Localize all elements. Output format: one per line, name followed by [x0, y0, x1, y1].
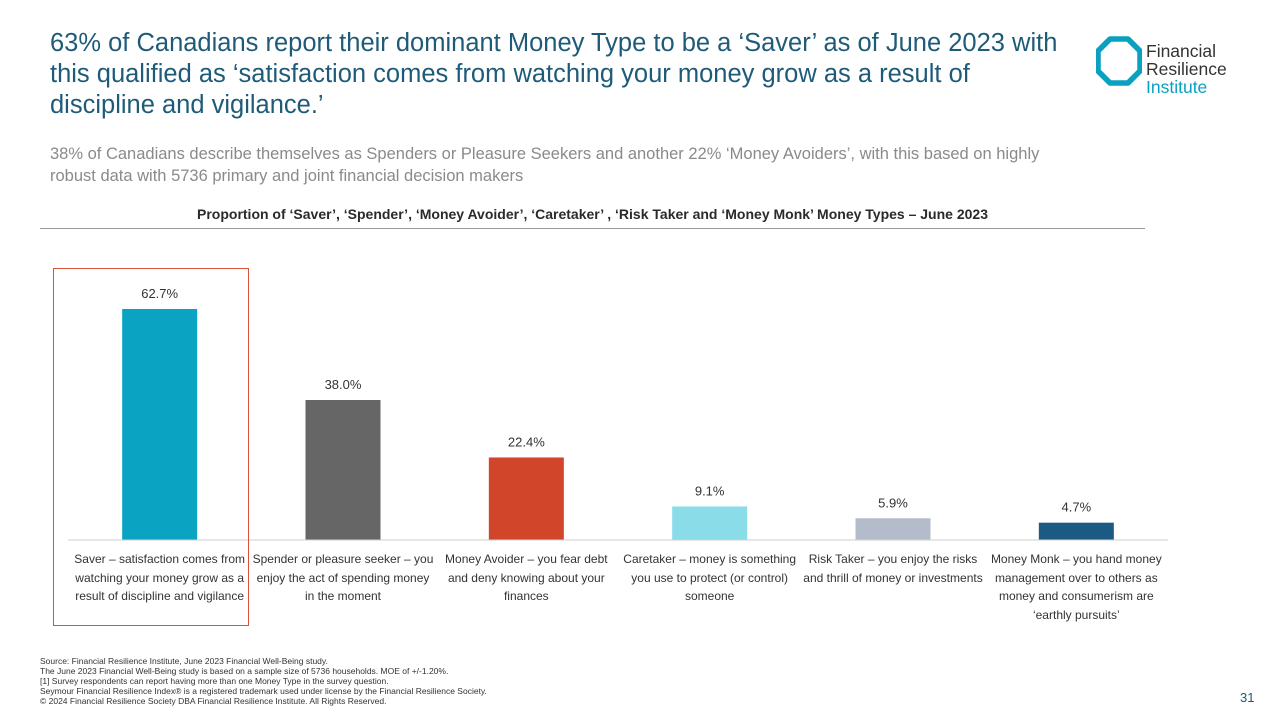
octagon-ring-icon	[1096, 36, 1142, 86]
page-number: 31	[1240, 690, 1255, 705]
bar-money-avoider	[488, 457, 564, 540]
chart-title-rule	[40, 228, 1145, 229]
institute-logo: Financial Resilience Institute	[1096, 34, 1246, 100]
footnotes: Source: Financial Resilience Institute, …	[40, 656, 740, 706]
category-label-saver: Saver – satisfaction comes from watching…	[74, 552, 246, 603]
category-label-risk-taker: Risk Taker – you enjoy the risks and thr…	[803, 552, 983, 585]
value-label-risk-taker: 5.9%	[878, 495, 908, 510]
footnote-copyright: © 2024 Financial Resilience Society DBA …	[40, 696, 387, 706]
value-label-money-avoider: 22.4%	[508, 434, 545, 449]
bar-caretaker	[672, 506, 748, 540]
category-label-money-monk: Money Monk – you hand money management o…	[990, 552, 1162, 622]
slide-subtitle: 38% of Canadians describe themselves as …	[50, 145, 1040, 185]
logo-line-2: Resilience	[1146, 59, 1227, 79]
category-labels: Saver – satisfaction comes from watching…	[68, 550, 1168, 650]
value-label-caretaker: 9.1%	[695, 483, 725, 498]
slide-title: 63% of Canadians report their dominant M…	[50, 29, 1058, 119]
value-label-spender-or-pleasure-seeker: 38.0%	[325, 377, 362, 392]
category-label-spender-or-pleasure-seeker: Spender or pleasure seeker – you enjoy t…	[252, 552, 434, 603]
chart-title: Proportion of ‘Saver’, ‘Spender’, ‘Money…	[197, 206, 988, 222]
saver-highlight-box	[53, 268, 249, 626]
footnote-sample: The June 2023 Financial Well-Being study…	[40, 666, 449, 676]
logo-line-1: Financial	[1146, 41, 1217, 61]
category-label-caretaker: Caretaker – money is something you use t…	[623, 552, 797, 603]
footnote-source: Source: Financial Resilience Institute, …	[40, 656, 328, 666]
value-label-saver: 62.7%	[141, 286, 178, 301]
footnote-trademark: Seymour Financial Resilience Index® is a…	[40, 686, 487, 696]
category-label-money-avoider: Money Avoider – you fear debt and deny k…	[445, 552, 608, 603]
bar-saver	[122, 309, 198, 540]
bar-money-monk	[1038, 522, 1114, 540]
bar-spender-or-pleasure-seeker	[305, 400, 381, 540]
footnote-1: [1] Survey respondents can report having…	[40, 676, 389, 686]
value-label-money-monk: 4.7%	[1062, 500, 1092, 515]
logo-line-3: Institute	[1146, 77, 1208, 97]
bar-risk-taker	[855, 518, 931, 540]
